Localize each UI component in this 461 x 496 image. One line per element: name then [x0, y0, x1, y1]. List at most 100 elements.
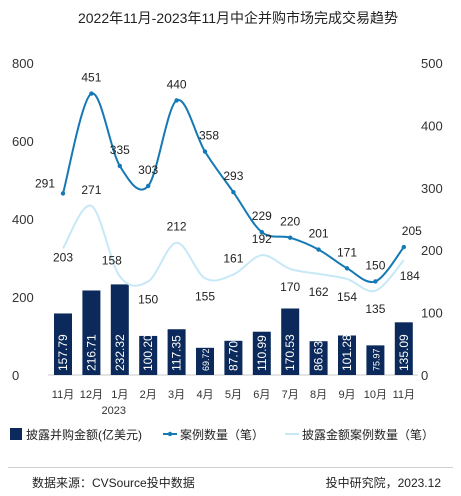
- line-point: [146, 183, 151, 189]
- bar-value-label: 75.97: [371, 348, 381, 371]
- case-count-label: 358: [199, 129, 219, 143]
- bar: [167, 329, 186, 375]
- category-label: 8月: [310, 389, 327, 401]
- data-source: 数据来源：CVSource投中数据: [32, 476, 195, 490]
- category-label: 4月: [196, 389, 213, 401]
- bar: [394, 322, 413, 375]
- legend-label-disclosed-case-count: 披露金额案例数量（笔）: [302, 427, 434, 442]
- legend-swatch-bar: [10, 428, 22, 440]
- disclosed-case-count-label: 150: [138, 292, 158, 306]
- disclosed-case-count-label: 271: [81, 183, 101, 197]
- disclosed-case-count-label: 212: [167, 220, 187, 234]
- bar: [281, 308, 300, 375]
- footer-divider: [8, 467, 453, 468]
- left-axis-tick: 800: [12, 56, 34, 71]
- line-point: [60, 191, 66, 196]
- bar: [338, 335, 356, 375]
- right-axis-tick: 0: [421, 368, 428, 383]
- case-count-label: 205: [402, 224, 422, 238]
- line-point: [316, 247, 321, 252]
- disclosed-case-count-label: 184: [400, 269, 420, 283]
- bar-value-label: 170.53: [283, 334, 297, 371]
- right-axis-tick: 500: [421, 56, 443, 71]
- category-label: 2月: [140, 389, 157, 401]
- disclosed-case-count-label: 192: [252, 232, 272, 246]
- case-count-label: 451: [81, 71, 101, 85]
- left-axis-tick: 200: [12, 290, 34, 305]
- bar: [309, 341, 328, 375]
- line-point: [259, 229, 264, 235]
- bar: [54, 313, 72, 375]
- bar: [252, 331, 271, 375]
- category-label: 6月: [253, 389, 270, 401]
- bar-value-label: 157.79: [56, 334, 70, 371]
- right-axis-tick: 300: [421, 181, 443, 196]
- credit: 投中研究院，2023.12: [325, 476, 441, 490]
- bar-value-label: 232.32: [113, 334, 127, 371]
- bar-value-label: 216.71: [84, 334, 98, 371]
- line-point: [288, 235, 293, 240]
- left-axis-tick: 0: [12, 368, 19, 383]
- case-count-label: 293: [223, 169, 243, 183]
- category-label: 9月: [338, 389, 355, 401]
- disclosed-case-count-label: 135: [365, 302, 385, 316]
- right-axis-tick: 100: [421, 306, 443, 321]
- category-label: 12月: [80, 389, 103, 401]
- chart-title: 2022年11月-2023年11月中企并购市场完成交易趋势: [78, 10, 398, 26]
- category-label: 3月: [168, 389, 185, 401]
- case-count-label: 229: [252, 209, 272, 223]
- disclosed-case-count-label: 170: [280, 280, 300, 294]
- legend-label-bar: 披露并购金额(亿美元): [26, 427, 142, 442]
- legend-label-case-count: 案例数量（笔）: [180, 427, 264, 442]
- bar-value-label: 100.20: [141, 334, 155, 371]
- case-count-label: 220: [280, 215, 300, 229]
- line-point: [231, 189, 236, 195]
- bar: [196, 347, 214, 375]
- bar: [366, 345, 385, 375]
- disclosed-case-count-label: 162: [309, 285, 329, 299]
- line-point: [373, 279, 378, 284]
- bar-value-label: 86.63: [312, 341, 326, 371]
- line-point: [202, 149, 208, 154]
- case-count-label: 201: [309, 227, 329, 241]
- category-label: 1月: [111, 389, 128, 401]
- case-count-label: 335: [110, 143, 130, 157]
- bar-value-label: 69.72: [201, 348, 211, 371]
- year-label: 2023: [102, 405, 126, 417]
- disclosed-case-count-label: 161: [223, 252, 243, 266]
- bar-value-label: 135.09: [397, 334, 411, 371]
- disclosed-case-count-label: 154: [337, 290, 357, 304]
- disclosed-case-count-label: 203: [53, 250, 73, 264]
- category-label: 7月: [282, 389, 299, 401]
- right-axis-tick: 400: [421, 118, 443, 133]
- line-point: [89, 91, 94, 96]
- legend-marker-case-count: [167, 431, 173, 437]
- left-axis-tick: 400: [12, 212, 34, 227]
- category-label: 11月: [393, 389, 415, 401]
- bar: [82, 290, 101, 375]
- line-disclosed-case-count: [62, 204, 405, 293]
- bar-value-label: 87.70: [226, 341, 240, 371]
- disclosed-case-count-label: 158: [102, 253, 122, 267]
- bar-value-label: 110.99: [255, 335, 269, 371]
- case-count-label: 440: [167, 77, 187, 91]
- category-label: 11月: [52, 389, 74, 401]
- bar: [139, 335, 158, 375]
- case-count-label: 291: [35, 176, 55, 190]
- bar-value-label: 117.35: [170, 335, 184, 371]
- bar: [110, 284, 129, 375]
- line-point: [174, 98, 179, 103]
- category-label: 5月: [225, 389, 242, 401]
- case-count-label: 150: [365, 258, 385, 272]
- case-count-label: 303: [138, 163, 158, 177]
- bar: [224, 340, 243, 375]
- left-axis-tick: 600: [12, 134, 34, 149]
- category-label: 10月: [364, 389, 387, 401]
- disclosed-case-count-label: 155: [195, 289, 215, 303]
- line-point: [117, 163, 123, 169]
- case-count-label: 171: [337, 245, 357, 259]
- line-point: [344, 266, 350, 271]
- bar-value-label: 101.28: [340, 334, 354, 371]
- line-point: [401, 244, 406, 250]
